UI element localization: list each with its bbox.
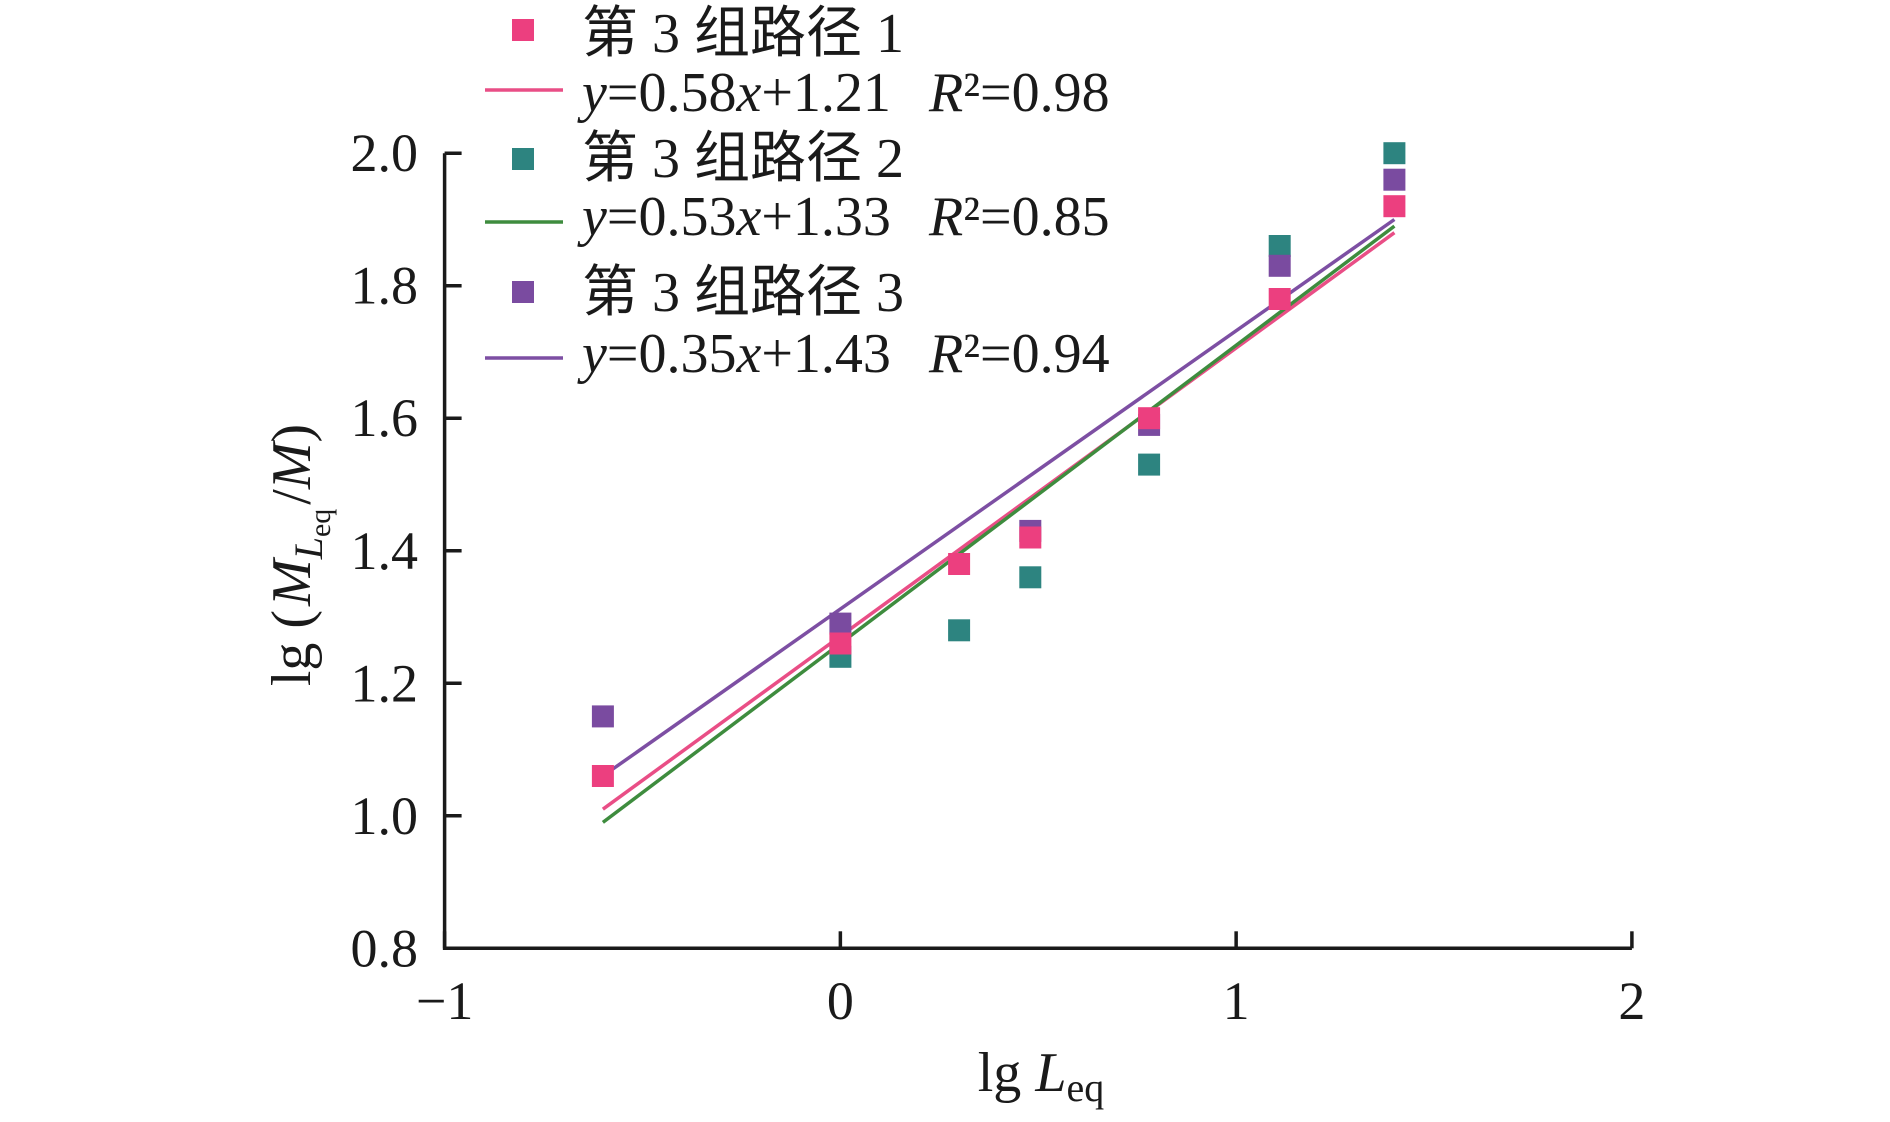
ticks bbox=[442, 151, 1634, 951]
x-tick-label: 1 bbox=[1223, 971, 1250, 1031]
y-tick-label: 1.0 bbox=[351, 786, 419, 846]
x-tick-label: 2 bbox=[1618, 971, 1645, 1031]
equation-part: x bbox=[735, 62, 761, 124]
y-axis-label-variable: M bbox=[261, 556, 323, 607]
y-tick-label: 1.4 bbox=[351, 521, 419, 581]
legend: 第 3 组路径 1 y=0.58x+1.21 R²=0.98 第 3 组路径 2… bbox=[485, 3, 1110, 385]
y-tick-label: 1.8 bbox=[351, 256, 419, 316]
legend-marker-series-1 bbox=[512, 19, 534, 41]
y-tick-label: 1.2 bbox=[351, 653, 419, 713]
data-point-series-2 bbox=[1383, 142, 1406, 165]
data-point-series-1 bbox=[829, 632, 852, 655]
data-point-series-1 bbox=[1019, 526, 1042, 549]
y-axis-label-subsubscript: eq bbox=[304, 509, 337, 537]
fit-line-series-1 bbox=[601, 231, 1396, 811]
x-tick-label: −1 bbox=[416, 971, 473, 1031]
data-point-series-1 bbox=[1138, 407, 1161, 430]
equation-part: ²=0.85 bbox=[963, 186, 1109, 248]
data-markers bbox=[591, 142, 1406, 787]
data-point-series-1 bbox=[591, 765, 614, 787]
fit-line-series-3 bbox=[601, 218, 1396, 778]
legend-fit-equation-series-3: y=0.35x+1.43 bbox=[577, 323, 891, 385]
legend-fit-r2-series-2: R²=0.85 bbox=[928, 186, 1110, 248]
x-tick-label: 0 bbox=[827, 971, 854, 1031]
equation-part: +1.33 bbox=[761, 186, 891, 248]
data-point-series-1 bbox=[948, 553, 971, 575]
legend-label-series-3: 第 3 组路径 3 bbox=[582, 262, 904, 324]
data-point-series-3 bbox=[829, 612, 852, 635]
legend-label-series-1: 第 3 组路径 1 bbox=[582, 3, 904, 65]
data-point-series-3 bbox=[591, 705, 614, 728]
data-point-series-1 bbox=[1268, 288, 1291, 310]
equation-part: x bbox=[735, 186, 761, 248]
equation-part: R bbox=[928, 323, 963, 385]
equation-part: ²=0.94 bbox=[963, 323, 1109, 385]
data-point-series-2 bbox=[1138, 453, 1161, 476]
legend-fit-equation-series-1: y=0.58x+1.21 bbox=[577, 62, 891, 124]
equation-part: x bbox=[735, 323, 761, 385]
data-point-series-3 bbox=[1383, 168, 1406, 191]
legend-fit-equation-series-2: y=0.53x+1.33 bbox=[577, 186, 891, 248]
y-axis-label-variable-2: M bbox=[261, 439, 323, 490]
equation-part: =0.53 bbox=[607, 186, 737, 248]
equation-part: y bbox=[577, 62, 607, 124]
y-axis-label-subscript: L bbox=[286, 537, 331, 560]
equation-part: +1.43 bbox=[761, 323, 891, 385]
y-axis-label-slash: / bbox=[261, 489, 323, 505]
equation-part: =0.58 bbox=[607, 62, 737, 124]
legend-fit-r2-series-3: R²=0.94 bbox=[928, 323, 1110, 385]
y-axis-label: lg (MLeq/M) bbox=[261, 424, 337, 686]
x-axis-label-variable: L bbox=[1034, 1042, 1066, 1104]
equation-part: y bbox=[577, 323, 607, 385]
y-tick-label: 0.8 bbox=[351, 918, 419, 978]
legend-marker-series-2 bbox=[512, 148, 534, 170]
equation-part: y bbox=[577, 186, 607, 248]
data-point-series-1 bbox=[1383, 195, 1406, 218]
fit-line-series-2 bbox=[601, 224, 1396, 824]
fit-lines bbox=[601, 218, 1396, 824]
data-point-series-2 bbox=[948, 619, 971, 642]
legend-marker-series-3 bbox=[512, 281, 534, 303]
y-tick-label: 1.6 bbox=[351, 388, 419, 448]
equation-part: R bbox=[928, 62, 963, 124]
y-axis-label-suffix: ) bbox=[261, 424, 323, 443]
data-point-series-2 bbox=[1019, 566, 1042, 589]
y-tick-label: 2.0 bbox=[351, 123, 419, 183]
data-point-series-2 bbox=[1268, 235, 1291, 257]
x-axis-label-subscript: eq bbox=[1066, 1065, 1104, 1110]
tick-labels: 0.8 1.0 1.2 1.4 1.6 1.8 2.0 −1 0 1 2 bbox=[351, 123, 1646, 1031]
equation-part: R bbox=[928, 186, 963, 248]
x-axis-label: lg Leq bbox=[978, 1042, 1104, 1110]
legend-label-series-2: 第 3 组路径 2 bbox=[582, 128, 904, 190]
equation-part: ²=0.98 bbox=[963, 62, 1109, 124]
legend-fit-r2-series-1: R²=0.98 bbox=[928, 62, 1110, 124]
data-point-series-3 bbox=[1268, 254, 1291, 277]
x-axis-label-prefix: lg bbox=[978, 1042, 1022, 1104]
equation-part: +1.21 bbox=[761, 62, 891, 124]
y-axis-label-prefix: lg ( bbox=[261, 610, 323, 686]
equation-part: =0.35 bbox=[607, 323, 737, 385]
